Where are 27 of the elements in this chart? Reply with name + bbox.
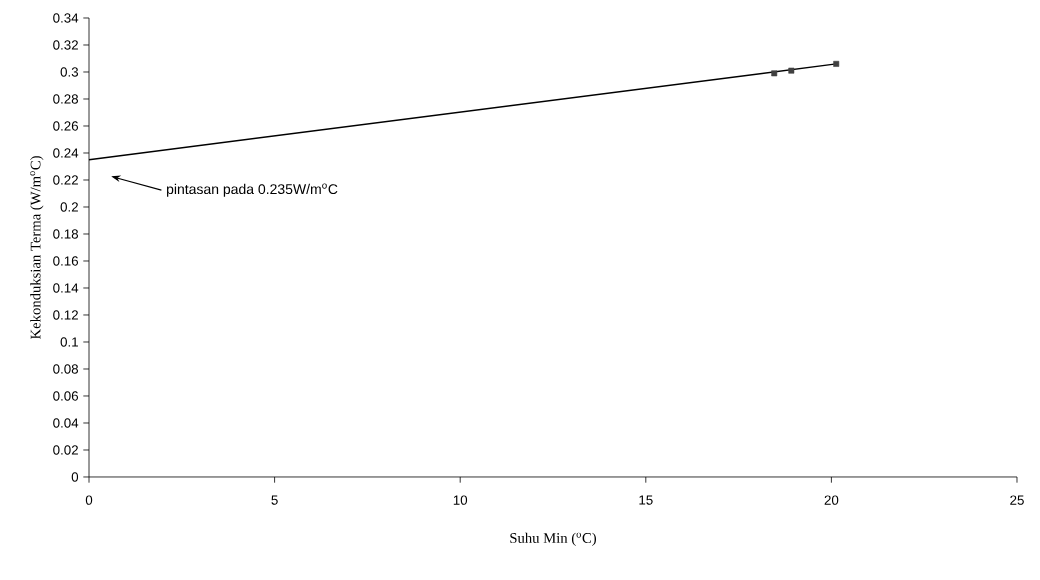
y-tick-label: 0.32	[53, 40, 78, 50]
y-tick-label: 0.16	[53, 256, 79, 266]
y-tick-label: 0.02	[53, 445, 78, 455]
y-tick-label: 0.24	[53, 148, 79, 158]
x-tick-label: 10	[453, 495, 468, 505]
y-tick-label: 0.34	[53, 13, 79, 23]
annotation: pintasan pada 0.235W/m$^{o}$C	[167, 183, 338, 197]
y-tick-label: 0.08	[53, 364, 79, 374]
x-axis-title: Suhu Min ($^{o}$C)	[510, 532, 597, 546]
y-tick-label: 0.06	[53, 391, 79, 401]
y-tick-label: 0.28	[53, 94, 79, 104]
y-tick-label: 0.04	[53, 418, 79, 428]
x-tick-label: 25	[1010, 495, 1024, 505]
y-tick-label: 0.1	[60, 337, 78, 347]
y-tick-label: 0.14	[53, 283, 79, 293]
x-tick-label: 0	[85, 495, 93, 505]
x-tick-label: 15	[639, 495, 653, 505]
y-tick-label: 0.12	[53, 310, 78, 320]
y-tick-label: 0	[71, 472, 79, 482]
x-tick-label: 20	[824, 495, 839, 505]
y-tick-label: 0.2	[60, 202, 78, 212]
x-tick-label: 5	[271, 495, 278, 505]
y-tick-label: 0.26	[53, 121, 79, 131]
y-tick-label: 0.22	[53, 175, 78, 185]
y-tick-label: 0.3	[60, 67, 79, 77]
y-tick-label: 0.18	[53, 229, 79, 239]
y-axis-title: Kekonduksian Terma (W/m$^{o}$C)	[30, 156, 44, 340]
